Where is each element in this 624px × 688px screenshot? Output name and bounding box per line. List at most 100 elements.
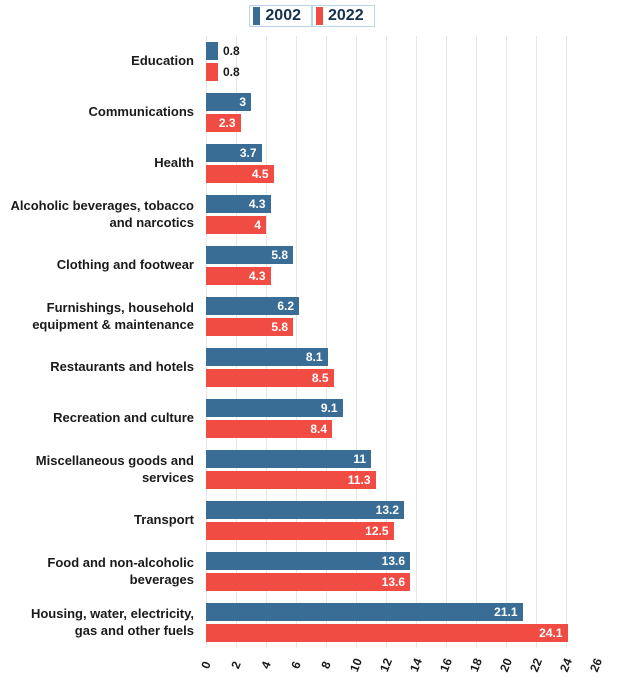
plot-area: 21.1 24.1 [206, 597, 596, 648]
chart-row: Clothing and footwear 5.8 4.3 [10, 240, 610, 291]
bar-2022: 5.8 [206, 318, 293, 336]
value-label: 11 [353, 452, 366, 466]
bar-2002: 9.1 [206, 399, 343, 417]
bar-2002: 13.6 [206, 552, 410, 570]
category-label: Furnishings, household equipment & maint… [32, 300, 194, 332]
bar-2022: 12.5 [206, 522, 394, 540]
x-tick-label: 10 [347, 656, 365, 674]
bar-2002: 21.1 [206, 603, 523, 621]
plot-area: 13.2 12.5 [206, 495, 596, 546]
x-tick-label: 2 [228, 659, 244, 671]
category-label: Education [131, 53, 194, 69]
value-label: 5.8 [271, 320, 288, 334]
bar-2002: 5.8 [206, 246, 293, 264]
bar-chart: Education 0.8 0.8 Communications 3 2.3 Health 3… [10, 36, 610, 648]
value-label: 21.1 [494, 605, 518, 619]
bar-2002: 6.2 [206, 297, 299, 315]
category-label: Alcoholic beverages, tobacco and narcoti… [10, 198, 194, 230]
bar-2022: 0.8 [206, 63, 240, 81]
chart-row: Alcoholic beverages, tobacco and narcoti… [10, 189, 610, 240]
bar-2002: 13.2 [206, 501, 404, 519]
legend-item-2002: 2002 [249, 5, 312, 27]
x-tick-label: 22 [527, 656, 545, 674]
x-tick-label: 12 [377, 656, 395, 674]
bar-2022: 2.3 [206, 114, 241, 132]
value-label: 11.3 [347, 473, 371, 487]
bar-2002: 3.7 [206, 144, 262, 162]
chart-row: Miscellaneous goods and services 11 11.3 [10, 444, 610, 495]
plot-area: 8.1 8.5 [206, 342, 596, 393]
value-label: 6.2 [277, 299, 294, 313]
legend-item-2022: 2022 [312, 5, 375, 27]
category-label: Transport [134, 512, 194, 528]
x-tick-label: 18 [467, 656, 485, 674]
plot-area: 6.2 5.8 [206, 291, 596, 342]
plot-area: 11 11.3 [206, 444, 596, 495]
value-label: 8.5 [311, 371, 329, 385]
value-label: 9.1 [320, 401, 338, 415]
bar-2002: 4.3 [206, 195, 271, 213]
chart-row: Restaurants and hotels 8.1 8.5 [10, 342, 610, 393]
x-tick-label: 4 [258, 659, 274, 671]
value-label: 24.1 [539, 626, 563, 640]
chart-row: Communications 3 2.3 [10, 87, 610, 138]
category-label: Miscellaneous goods and services [35, 453, 194, 485]
bar-2022: 4.3 [206, 267, 271, 285]
bar-2022: 24.1 [206, 624, 568, 642]
x-tick-label: 20 [497, 656, 515, 674]
value-label: 3 [239, 95, 246, 109]
bar-2002: 11 [206, 450, 371, 468]
value-label: 4 [254, 218, 261, 232]
plot-area: 13.6 13.6 [206, 546, 596, 597]
value-label: 3.7 [239, 146, 257, 160]
category-label: Communications [88, 104, 194, 120]
bar-2022: 13.6 [206, 573, 410, 591]
chart-row: Recreation and culture 9.1 8.4 [10, 393, 610, 444]
chart-row: Furnishings, household equipment & maint… [10, 291, 610, 342]
chart-row: Education 0.8 0.8 [10, 36, 610, 87]
value-label: 4.5 [251, 167, 269, 181]
x-tick-label: 6 [288, 659, 304, 671]
x-axis-spacer [10, 648, 206, 688]
category-label: Restaurants and hotels [50, 359, 194, 375]
value-label: 0.8 [223, 44, 240, 58]
value-label: 12.5 [365, 524, 389, 538]
value-label: 8.1 [305, 350, 323, 364]
value-label: 2.3 [218, 116, 236, 130]
bar-2002: 8.1 [206, 348, 328, 366]
legend-marker [253, 7, 261, 25]
plot-area: 5.8 4.3 [206, 240, 596, 291]
plot-area: 3.7 4.5 [206, 138, 596, 189]
chart-legend: 2002 2022 [0, 4, 624, 28]
chart-row: Health 3.7 4.5 [10, 138, 610, 189]
plot-area: 0.8 0.8 [206, 36, 596, 87]
chart-row: Transport 13.2 12.5 [10, 495, 610, 546]
category-label: Health [154, 155, 194, 171]
value-label: 5.8 [271, 248, 288, 262]
bar-2002: 0.8 [206, 42, 240, 60]
legend-marker [316, 7, 323, 25]
bar-2002: 3 [206, 93, 251, 111]
legend-label: 2002 [265, 7, 301, 24]
bar-2022: 8.5 [206, 369, 334, 387]
value-label: 4.3 [248, 197, 266, 211]
category-label: Food and non-alcoholic beverages [47, 555, 194, 587]
value-label: 13.6 [381, 575, 405, 589]
x-tick-label: 26 [587, 656, 605, 674]
plot-area: 4.3 4 [206, 189, 596, 240]
x-tick-label: 16 [437, 656, 455, 674]
plot-area: 3 2.3 [206, 87, 596, 138]
bar-2022: 4.5 [206, 165, 274, 183]
x-tick-label: 8 [318, 659, 334, 671]
category-label: Housing, water, electricity, gas and oth… [30, 606, 194, 638]
chart-row: Food and non-alcoholic beverages 13.6 13.6 [10, 546, 610, 597]
x-tick-label: 14 [407, 656, 425, 674]
plot-area: 9.1 8.4 [206, 393, 596, 444]
x-tick-label: 24 [557, 656, 575, 674]
value-label: 8.4 [310, 422, 327, 436]
legend-label: 2022 [328, 7, 364, 24]
bar-2022: 4 [206, 216, 266, 234]
category-label: Recreation and culture [53, 410, 194, 426]
value-label: 13.6 [381, 554, 405, 568]
x-axis-tick-area: 0 2 4 6 8 10 12 14 16 18 20 22 24 26 [198, 648, 605, 688]
